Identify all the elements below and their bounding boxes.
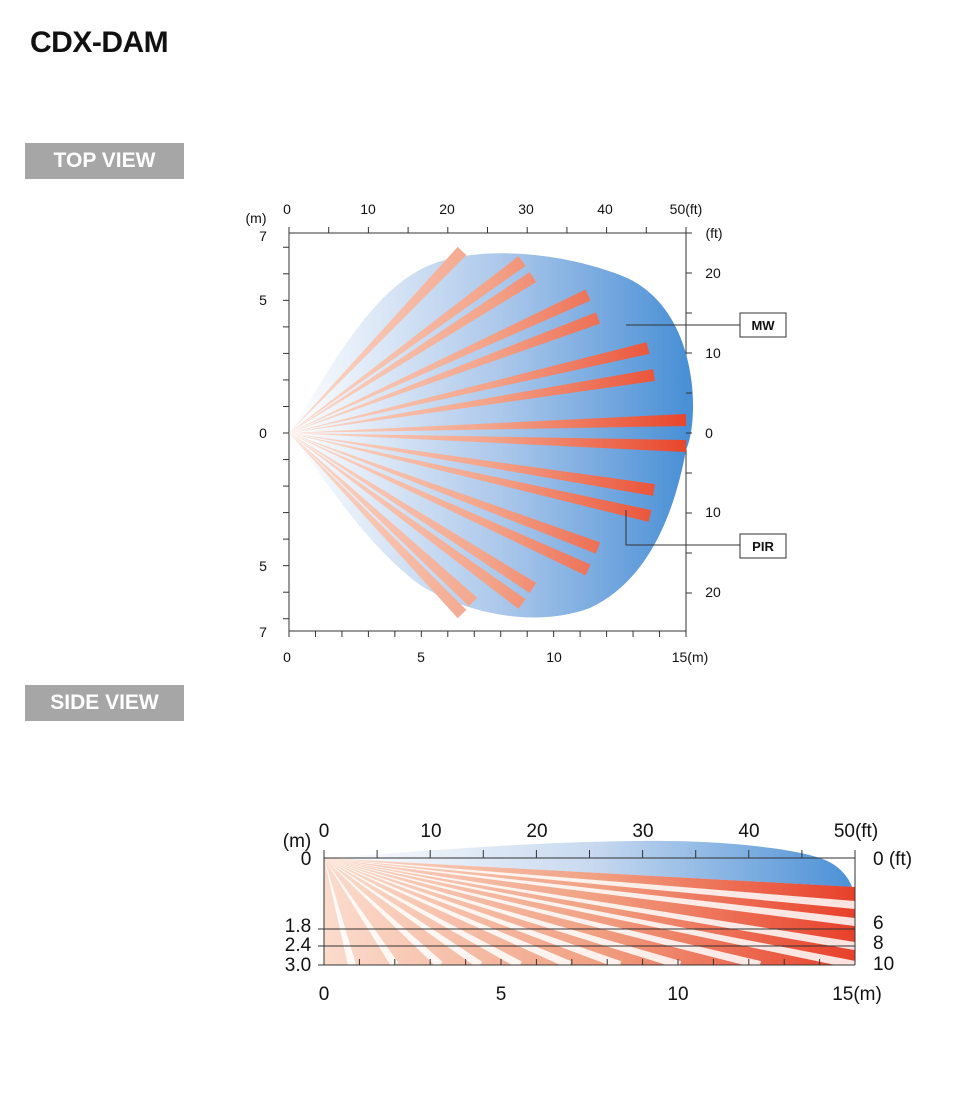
pir-beam <box>289 414 687 433</box>
side-right-label-0: 0 (ft) <box>873 849 912 870</box>
side-pir-gap <box>324 858 572 965</box>
pir-beam <box>289 433 467 619</box>
pir-beams <box>289 246 687 619</box>
pir-beam <box>289 256 526 433</box>
pir-beam <box>289 433 655 496</box>
pir-beam <box>289 246 467 433</box>
side-pir-gap <box>324 858 761 965</box>
top-ft-label-10: 10 <box>360 201 376 217</box>
model-title: CDX-DAM <box>30 26 169 59</box>
mw-callout-box <box>739 312 787 338</box>
top-view-diagram: 0 10 20 30 40 50(ft) 0 5 10 15(m) (m) 7 … <box>246 201 787 665</box>
side-left-label-0: 0 <box>301 849 312 870</box>
top-right-label-0: 0 <box>705 425 713 441</box>
side-right-label-10: 10 <box>873 954 894 975</box>
side-ft-label-20: 20 <box>526 821 547 842</box>
side-view-diagram: 0 10 20 30 40 50(ft) 0 5 10 15(m) (m) 0 … <box>283 821 912 1005</box>
side-m-label-15: 15(m) <box>832 984 882 1005</box>
side-pir-gaps <box>324 858 855 965</box>
pir-beam <box>289 312 601 433</box>
top-ft-label-0: 0 <box>283 201 291 217</box>
top-m-label-5: 5 <box>417 649 425 665</box>
side-m-label-10: 10 <box>667 984 688 1005</box>
side-pir-gap <box>324 858 855 926</box>
top-left-label-7b: 7 <box>259 624 267 640</box>
top-left-label-0: 0 <box>259 425 267 441</box>
side-right-label-8: 8 <box>873 933 884 954</box>
pir-leader-line <box>625 510 740 546</box>
pir-callout-label: PIR <box>752 539 774 554</box>
side-view-label: SIDE VIEW <box>25 685 184 721</box>
top-left-unit: (m) <box>246 210 267 226</box>
pir-beam <box>289 433 478 607</box>
side-left-label-2-4: 2.4 <box>285 935 312 956</box>
mw-callout-label: MW <box>751 318 775 333</box>
side-pir-gap <box>324 858 855 965</box>
top-ft-label-30: 30 <box>518 201 534 217</box>
side-ft-label-10: 10 <box>420 821 441 842</box>
top-view-ticks <box>283 227 692 637</box>
pir-beam <box>289 289 591 433</box>
side-pir-gap <box>324 858 443 965</box>
top-left-label-7a: 7 <box>259 228 267 244</box>
top-m-label-0: 0 <box>283 649 291 665</box>
top-left-label-5b: 5 <box>259 558 267 574</box>
side-pir-gap <box>324 858 399 965</box>
top-view-label: TOP VIEW <box>25 143 184 179</box>
side-right-label-6: 6 <box>873 913 884 934</box>
side-pir-gap <box>324 858 682 965</box>
side-left-label-1-8: 1.8 <box>285 916 311 937</box>
side-m-label-5: 5 <box>496 984 507 1005</box>
side-left-unit: (m) <box>283 831 311 852</box>
pir-beam <box>289 433 526 609</box>
top-right-unit: (ft) <box>705 225 722 241</box>
side-ft-label-50: 50(ft) <box>834 821 878 842</box>
side-pir-gap <box>324 858 356 965</box>
side-ft-label-0: 0 <box>319 821 330 842</box>
side-ft-label-30: 30 <box>632 821 653 842</box>
side-m-label-0: 0 <box>319 984 330 1005</box>
side-mw-coverage-area <box>324 840 852 887</box>
top-ft-label-50: 50(ft) <box>670 201 703 217</box>
side-pir-gap <box>324 858 522 965</box>
side-pir-gap <box>324 858 855 950</box>
pir-callout-box <box>739 533 787 559</box>
top-ft-label-20: 20 <box>439 201 455 217</box>
pir-beam <box>289 369 655 433</box>
top-ft-label-40: 40 <box>597 201 613 217</box>
pir-beam <box>289 433 652 522</box>
top-right-label-20a: 20 <box>705 265 721 281</box>
side-left-label-3-0: 3.0 <box>285 955 311 976</box>
side-view-ticks <box>323 850 856 965</box>
pir-beam <box>289 342 650 433</box>
top-right-label-10b: 10 <box>705 504 721 520</box>
top-m-label-10: 10 <box>546 649 562 665</box>
top-left-label-5a: 5 <box>259 292 267 308</box>
side-pir-gap <box>324 858 855 909</box>
side-pir-gap <box>324 858 483 965</box>
top-m-label-15: 15(m) <box>672 649 709 665</box>
pir-beam <box>289 433 601 554</box>
side-pir-gap <box>324 858 622 965</box>
pir-beam <box>289 271 537 433</box>
top-right-label-20b: 20 <box>705 584 721 600</box>
pir-beam <box>289 433 687 452</box>
pir-beam <box>289 433 537 594</box>
top-right-label-10a: 10 <box>705 345 721 361</box>
pir-beam <box>289 433 591 576</box>
side-ft-label-40: 40 <box>738 821 759 842</box>
